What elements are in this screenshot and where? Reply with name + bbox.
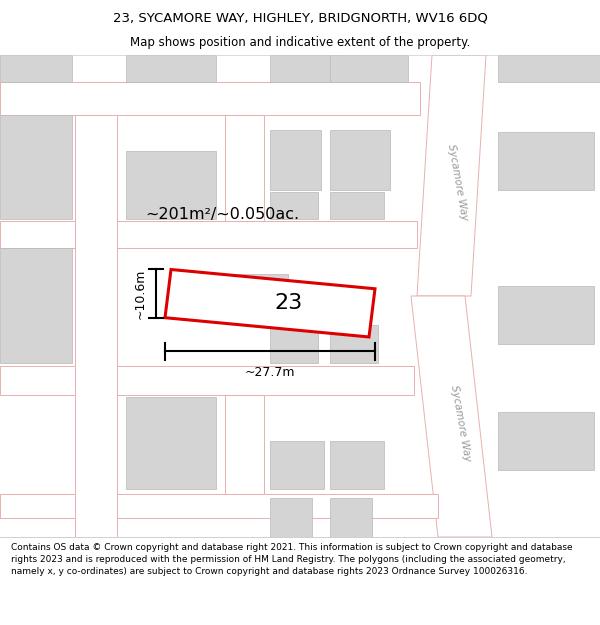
Text: Sycamore Way: Sycamore Way bbox=[449, 385, 472, 462]
Bar bbox=[498, 132, 594, 190]
Text: ~27.7m: ~27.7m bbox=[245, 366, 295, 379]
Polygon shape bbox=[411, 296, 492, 537]
Bar bbox=[270, 441, 324, 489]
Bar bbox=[498, 412, 594, 469]
Polygon shape bbox=[75, 115, 117, 537]
Text: ~201m²/~0.050ac.: ~201m²/~0.050ac. bbox=[145, 206, 299, 221]
Text: 23: 23 bbox=[274, 293, 302, 313]
Polygon shape bbox=[0, 221, 417, 248]
Text: ~10.6m: ~10.6m bbox=[134, 268, 147, 319]
Bar bbox=[270, 192, 318, 219]
Bar bbox=[330, 130, 390, 190]
Bar bbox=[126, 151, 216, 219]
Bar bbox=[228, 274, 288, 318]
Bar bbox=[0, 115, 72, 219]
Bar bbox=[270, 325, 318, 364]
Polygon shape bbox=[0, 366, 414, 395]
Bar bbox=[126, 398, 216, 489]
Bar bbox=[270, 55, 342, 81]
Text: Map shows position and indicative extent of the property.: Map shows position and indicative extent… bbox=[130, 36, 470, 49]
Bar bbox=[270, 499, 312, 537]
Polygon shape bbox=[165, 269, 375, 337]
Polygon shape bbox=[0, 494, 438, 518]
Text: Contains OS data © Crown copyright and database right 2021. This information is : Contains OS data © Crown copyright and d… bbox=[11, 543, 572, 576]
Bar bbox=[330, 55, 408, 81]
Polygon shape bbox=[225, 395, 264, 494]
Polygon shape bbox=[417, 55, 486, 296]
Polygon shape bbox=[225, 115, 264, 221]
Bar bbox=[330, 325, 378, 364]
Bar bbox=[270, 130, 321, 190]
Bar bbox=[498, 286, 594, 344]
Polygon shape bbox=[0, 81, 420, 115]
Bar bbox=[330, 499, 372, 537]
Bar bbox=[498, 55, 600, 81]
Text: 23, SYCAMORE WAY, HIGHLEY, BRIDGNORTH, WV16 6DQ: 23, SYCAMORE WAY, HIGHLEY, BRIDGNORTH, W… bbox=[113, 11, 487, 24]
Bar bbox=[0, 248, 72, 364]
Bar bbox=[0, 55, 72, 81]
Bar bbox=[330, 441, 384, 489]
Bar bbox=[330, 192, 384, 219]
Text: Sycamore Way: Sycamore Way bbox=[446, 144, 469, 222]
Bar bbox=[126, 55, 216, 81]
